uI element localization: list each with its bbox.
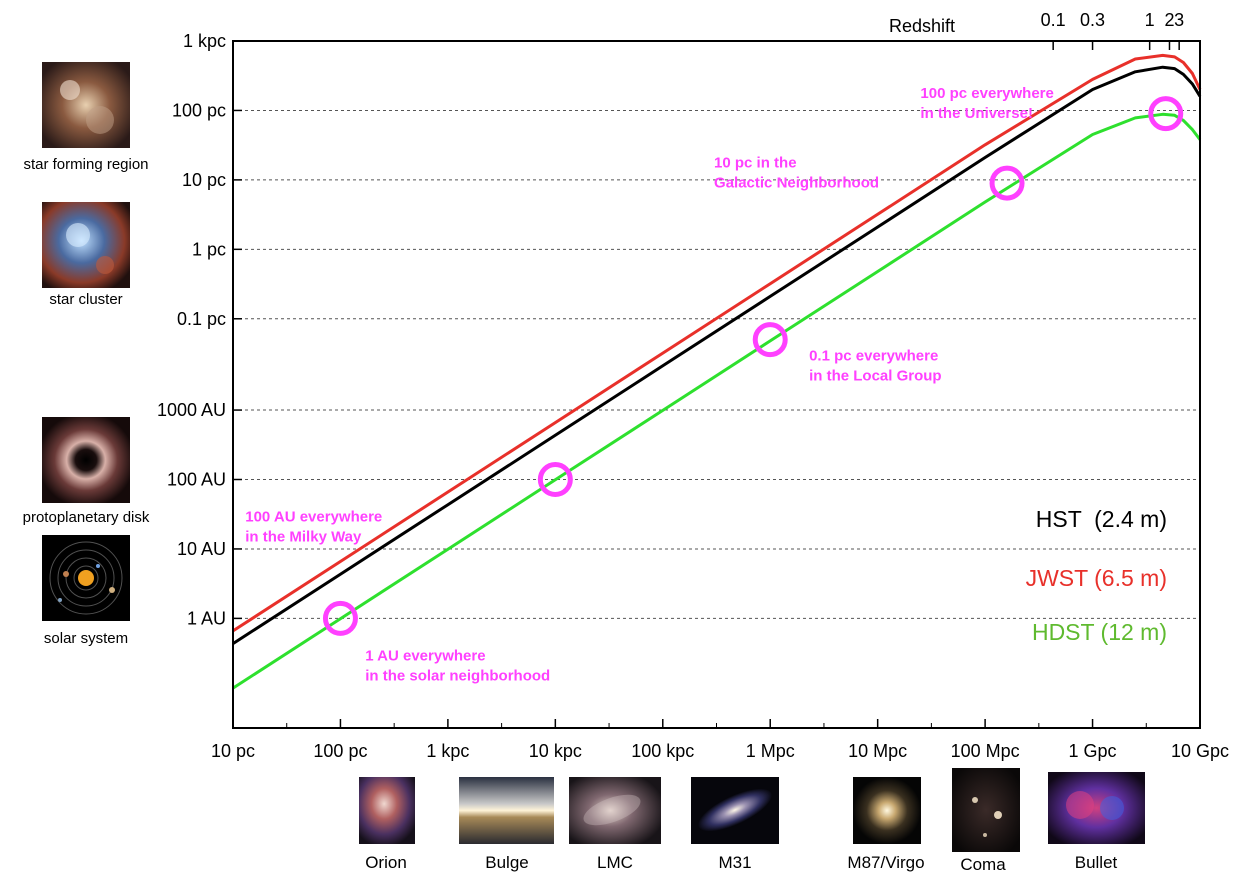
redshift-tick-label: 1 — [1145, 10, 1155, 30]
galactic-bulge-image — [459, 777, 554, 844]
annotation-text: 100 pc everywhere — [920, 85, 1053, 102]
redshift-tick-label: 3 — [1174, 10, 1184, 30]
x-tick-label: 100 pc — [313, 741, 367, 761]
x-tick-label: 10 Gpc — [1171, 741, 1229, 761]
bottom-label-bullet: Bullet — [1074, 853, 1118, 872]
redshift-tick-label: 0.3 — [1080, 10, 1105, 30]
y-tick-label: 1 kpc — [183, 31, 226, 51]
bottom-label-bulge: Bulge — [485, 853, 529, 872]
y-tick-label: 0.1 pc — [177, 309, 226, 329]
annotation-text: in the Local Group — [809, 368, 942, 385]
x-tick-label: 10 pc — [211, 741, 255, 761]
legend-entry: HDST (12 m) — [1032, 619, 1167, 645]
annotation-text: 10 pc in the — [714, 155, 797, 172]
orion-nebula-image — [359, 777, 415, 844]
side-label-star-forming-region: star forming region — [23, 156, 149, 173]
x-tick-label: 10 kpc — [529, 741, 582, 761]
star-cluster-image — [42, 202, 130, 288]
annotation-text: 0.1 pc everywhere — [809, 348, 938, 365]
annotation-text: in the Universe! — [920, 105, 1033, 122]
resolution-marker — [989, 165, 1025, 201]
resolution-marker — [537, 462, 573, 498]
m31-image — [691, 777, 779, 844]
resolution-marker — [1148, 96, 1184, 132]
annotation-text: in the Milky Way — [245, 529, 362, 546]
y-tick-label: 10 AU — [177, 539, 226, 559]
resolution-marker — [752, 322, 788, 358]
annotation-text: Galactic Neighborhood — [714, 175, 879, 192]
redshift-tick-label: 0.1 — [1041, 10, 1066, 30]
x-tick-label: 1 Gpc — [1069, 741, 1117, 761]
x-tick-label: 1 Mpc — [746, 741, 795, 761]
bottom-label-m31: M31 — [718, 853, 752, 872]
protoplanetary-disk-image — [42, 417, 130, 503]
side-label-protoplanetary-disk: protoplanetary disk — [22, 509, 150, 526]
x-tick-label: 1 kpc — [426, 741, 469, 761]
y-tick-label: 10 pc — [182, 170, 226, 190]
x-tick-label: 10 Mpc — [848, 741, 907, 761]
x-tick-label: 100 Mpc — [951, 741, 1020, 761]
y-tick-label: 1 AU — [187, 608, 226, 628]
side-label-star-cluster: star cluster — [49, 291, 123, 308]
coma-cluster-image — [952, 768, 1020, 852]
plot-frame — [232, 40, 1201, 729]
bullet-cluster-image — [1048, 772, 1145, 844]
redshift-tick-label: 2 — [1164, 10, 1174, 30]
y-tick-label: 100 pc — [172, 100, 226, 120]
bottom-label-m87-virgo: M87/Virgo — [847, 853, 925, 872]
series-line-jwst — [232, 53, 1202, 633]
x-tick-label: 100 kpc — [631, 741, 694, 761]
series-line-hst — [232, 65, 1202, 645]
lmc-image — [569, 777, 661, 844]
annotation-text: in the solar neighborhood — [365, 668, 550, 685]
y-tick-label: 100 AU — [167, 470, 226, 490]
resolution-marker — [322, 600, 358, 636]
legend-entry: HST (2.4 m) — [1036, 506, 1167, 532]
side-label-solar-system: solar system — [43, 630, 129, 647]
m87-image — [853, 777, 921, 844]
star-forming-region-image — [42, 62, 130, 148]
y-tick-label: 1 pc — [192, 239, 226, 259]
redshift-axis-title: Redshift — [889, 16, 955, 36]
bottom-label-coma: Coma — [960, 855, 1006, 874]
series-line-hdst — [232, 112, 1202, 690]
solar-system-image — [42, 535, 130, 621]
annotation-text: 100 AU everywhere — [245, 509, 382, 526]
annotation-text: 1 AU everywhere — [365, 648, 485, 665]
bottom-label-lmc: LMC — [597, 853, 633, 872]
bottom-label-orion: Orion — [365, 853, 407, 872]
y-tick-label: 1000 AU — [157, 400, 226, 420]
legend-entry: JWST (6.5 m) — [1026, 565, 1167, 591]
